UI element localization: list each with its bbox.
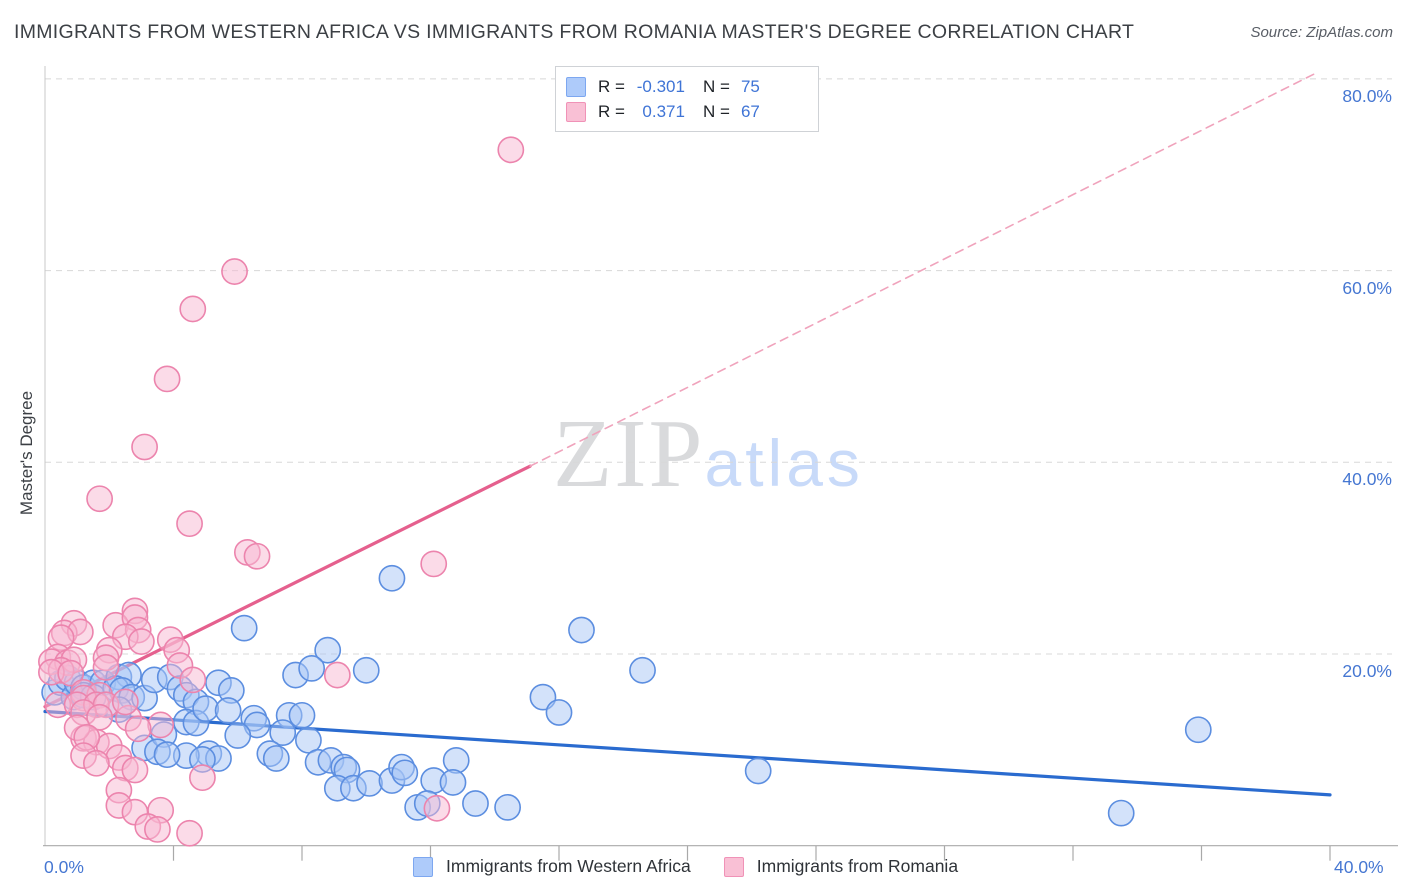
scatter-point-western-africa bbox=[629, 656, 656, 684]
scatter-point-western-africa bbox=[378, 564, 406, 592]
scatter-point-romania bbox=[423, 794, 451, 822]
scatter-point-western-africa bbox=[568, 616, 595, 644]
scatter-point-western-africa bbox=[262, 745, 290, 772]
scatter-point-romania bbox=[121, 756, 149, 784]
scatter-point-romania bbox=[221, 258, 248, 285]
scatter-point-western-africa bbox=[1107, 799, 1135, 827]
source-credit: Source: ZipAtlas.com bbox=[1250, 24, 1393, 41]
scatter-point-romania bbox=[153, 365, 181, 393]
n-label: N = bbox=[702, 101, 730, 121]
scatter-point-western-africa bbox=[295, 726, 322, 754]
scatter-point-western-africa bbox=[462, 790, 489, 817]
scatter-point-romania bbox=[144, 816, 171, 843]
x-axis-label-0: 0.0% bbox=[44, 857, 84, 877]
scatter-point-western-africa bbox=[192, 695, 220, 723]
scatter-point-romania bbox=[176, 819, 203, 847]
scatter-point-western-africa bbox=[314, 636, 342, 664]
western-africa-swatch bbox=[566, 76, 586, 97]
scatter-point-romania bbox=[420, 550, 448, 578]
scatter-point-western-africa bbox=[269, 719, 297, 746]
scatter-point-romania bbox=[111, 688, 139, 716]
scatter-point-western-africa bbox=[230, 614, 258, 642]
legend-swatch-romania bbox=[723, 856, 744, 877]
scatter-point-romania bbox=[189, 764, 216, 792]
r-label: R = bbox=[598, 76, 625, 96]
scatter-point-romania bbox=[243, 542, 271, 570]
scatter-point-western-africa bbox=[298, 654, 326, 682]
r-value-western-africa: -0.301 bbox=[636, 76, 685, 96]
scatter-point-western-africa bbox=[288, 701, 316, 729]
y-axis-title: Master's Degree bbox=[17, 390, 36, 516]
correlation-legend-box: R = -0.301 N = 75 R = 0.371 N = 67 bbox=[555, 66, 819, 132]
n-value-romania: 67 bbox=[740, 101, 760, 121]
scatter-point-western-africa bbox=[391, 759, 419, 787]
scatter-point-western-africa bbox=[1184, 716, 1212, 744]
scatter-point-romania bbox=[131, 433, 158, 461]
scatter-point-romania bbox=[497, 136, 525, 164]
chart-title: IMMIGRANTS FROM WESTERN AFRICA VS IMMIGR… bbox=[14, 21, 1135, 43]
romania-swatch bbox=[566, 101, 586, 122]
scatter-point-western-africa bbox=[356, 769, 383, 797]
y-axis-label-80: 80.0% bbox=[1342, 86, 1392, 106]
r-label: R = bbox=[598, 101, 625, 121]
scatter-point-romania bbox=[92, 654, 120, 681]
trendline-romania-dashed bbox=[529, 73, 1315, 467]
scatter-point-romania bbox=[83, 749, 110, 777]
scatter-point-romania bbox=[176, 510, 203, 538]
scatter-point-western-africa bbox=[744, 757, 772, 785]
scatter-point-western-africa bbox=[153, 741, 181, 769]
scatter-point-romania bbox=[179, 666, 207, 694]
scatter-point-romania bbox=[57, 659, 85, 687]
x-axis-label-40: 40.0% bbox=[1334, 857, 1384, 877]
n-label: N = bbox=[702, 76, 730, 96]
legend-swatch-western-africa bbox=[413, 856, 433, 877]
y-axis-label-40: 40.0% bbox=[1342, 469, 1392, 489]
scatter-point-romania bbox=[323, 661, 351, 689]
y-axis-label-20: 20.0% bbox=[1342, 661, 1392, 681]
scatter-point-western-africa bbox=[224, 722, 252, 749]
scatter-point-western-africa bbox=[545, 699, 573, 726]
r-value-romania: 0.371 bbox=[642, 101, 685, 121]
scatter-point-western-africa bbox=[214, 697, 242, 724]
n-value-western-africa: 75 bbox=[740, 76, 760, 96]
correlation-row-romania: R = 0.371 N = 67 bbox=[566, 99, 808, 124]
scatter-point-western-africa bbox=[494, 793, 522, 821]
correlation-row-western-africa: R = -0.301 N = 75 bbox=[566, 74, 808, 99]
legend-label-western-africa: Immigrants from Western Africa bbox=[446, 856, 691, 876]
scatter-point-romania bbox=[86, 485, 114, 513]
y-axis-label-60: 60.0% bbox=[1342, 278, 1392, 298]
scatter-point-western-africa bbox=[442, 746, 470, 774]
scatter-point-romania bbox=[179, 295, 207, 323]
scatter-point-western-africa bbox=[352, 656, 380, 684]
legend-label-romania: Immigrants from Romania bbox=[756, 856, 959, 876]
scatter-point-romania bbox=[127, 628, 155, 655]
scatter-point-western-africa bbox=[439, 769, 467, 796]
scatter-point-romania bbox=[124, 715, 152, 743]
series-legend: Immigrants from Western Africa Immigrant… bbox=[413, 856, 958, 877]
scatter-point-romania bbox=[147, 711, 175, 739]
